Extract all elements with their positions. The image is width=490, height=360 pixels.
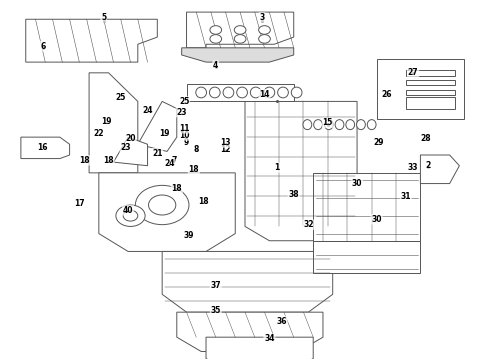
Polygon shape (26, 19, 157, 62)
Text: 3: 3 (259, 13, 265, 22)
Ellipse shape (250, 87, 261, 98)
Circle shape (116, 205, 145, 226)
Text: 9: 9 (184, 138, 189, 147)
Ellipse shape (368, 120, 376, 130)
Text: 25: 25 (116, 93, 126, 102)
Ellipse shape (357, 120, 366, 130)
Ellipse shape (264, 87, 275, 98)
Polygon shape (114, 137, 147, 166)
Polygon shape (406, 80, 455, 85)
Bar (376, 59, 464, 119)
Text: 26: 26 (381, 90, 392, 99)
Text: 18: 18 (189, 165, 199, 174)
Polygon shape (177, 312, 323, 351)
Ellipse shape (278, 87, 288, 98)
Polygon shape (313, 241, 420, 273)
Text: 17: 17 (74, 199, 85, 208)
Circle shape (123, 210, 138, 221)
Circle shape (259, 26, 270, 34)
Polygon shape (99, 173, 235, 251)
Ellipse shape (291, 87, 302, 98)
Text: 34: 34 (264, 334, 274, 343)
Text: 30: 30 (352, 179, 362, 188)
Text: 27: 27 (408, 68, 418, 77)
Text: 37: 37 (210, 281, 221, 290)
Text: 18: 18 (79, 156, 90, 165)
Ellipse shape (346, 120, 355, 130)
Text: 21: 21 (152, 149, 163, 158)
Text: 13: 13 (220, 138, 231, 147)
Polygon shape (182, 48, 294, 62)
Text: 24: 24 (164, 159, 175, 168)
Text: 31: 31 (400, 192, 411, 201)
Text: 4: 4 (213, 61, 219, 70)
Ellipse shape (314, 120, 322, 130)
Text: 19: 19 (159, 129, 170, 138)
Text: 1: 1 (274, 163, 279, 172)
Circle shape (234, 26, 246, 34)
Text: 39: 39 (184, 231, 194, 240)
Polygon shape (406, 97, 455, 109)
Ellipse shape (209, 87, 220, 98)
Text: 16: 16 (38, 143, 48, 152)
Polygon shape (406, 70, 455, 76)
Text: 29: 29 (374, 138, 384, 147)
Circle shape (210, 26, 221, 34)
Text: 32: 32 (303, 220, 314, 229)
Text: 14: 14 (259, 90, 270, 99)
Text: 30: 30 (371, 215, 382, 224)
Text: 38: 38 (289, 190, 299, 199)
Text: 19: 19 (101, 117, 111, 126)
Ellipse shape (303, 120, 312, 130)
Ellipse shape (237, 87, 247, 98)
Text: 20: 20 (125, 134, 136, 143)
Circle shape (148, 195, 176, 215)
Ellipse shape (223, 87, 234, 98)
Polygon shape (138, 102, 177, 152)
Text: 23: 23 (121, 143, 131, 152)
Text: 2: 2 (425, 161, 430, 170)
Text: 40: 40 (123, 206, 133, 215)
Ellipse shape (324, 120, 333, 130)
Circle shape (135, 185, 189, 225)
Text: 24: 24 (142, 106, 153, 115)
Text: 36: 36 (276, 316, 287, 325)
Circle shape (259, 35, 270, 43)
Polygon shape (206, 337, 313, 360)
Text: 25: 25 (179, 97, 189, 106)
Text: 10: 10 (179, 131, 189, 140)
Circle shape (210, 35, 221, 43)
Text: 7: 7 (172, 156, 177, 165)
Text: 11: 11 (179, 124, 189, 133)
Text: 18: 18 (103, 156, 114, 165)
Text: 8: 8 (194, 145, 199, 154)
Polygon shape (245, 102, 357, 241)
Text: 23: 23 (176, 108, 187, 117)
Polygon shape (187, 12, 294, 48)
Ellipse shape (196, 87, 206, 98)
Text: 15: 15 (322, 118, 333, 127)
Polygon shape (187, 84, 294, 102)
Polygon shape (406, 90, 455, 95)
Text: 22: 22 (94, 129, 104, 138)
Polygon shape (89, 73, 138, 173)
Polygon shape (21, 137, 70, 158)
Polygon shape (313, 173, 420, 241)
Text: 35: 35 (211, 306, 221, 315)
Text: 33: 33 (408, 163, 418, 172)
Text: 6: 6 (40, 41, 46, 50)
Text: 18: 18 (198, 197, 209, 206)
Text: 5: 5 (101, 13, 106, 22)
Polygon shape (162, 251, 333, 312)
Text: 18: 18 (172, 184, 182, 193)
Circle shape (234, 35, 246, 43)
Text: 12: 12 (220, 145, 231, 154)
Polygon shape (420, 155, 460, 184)
Ellipse shape (335, 120, 344, 130)
Text: 28: 28 (420, 134, 431, 143)
